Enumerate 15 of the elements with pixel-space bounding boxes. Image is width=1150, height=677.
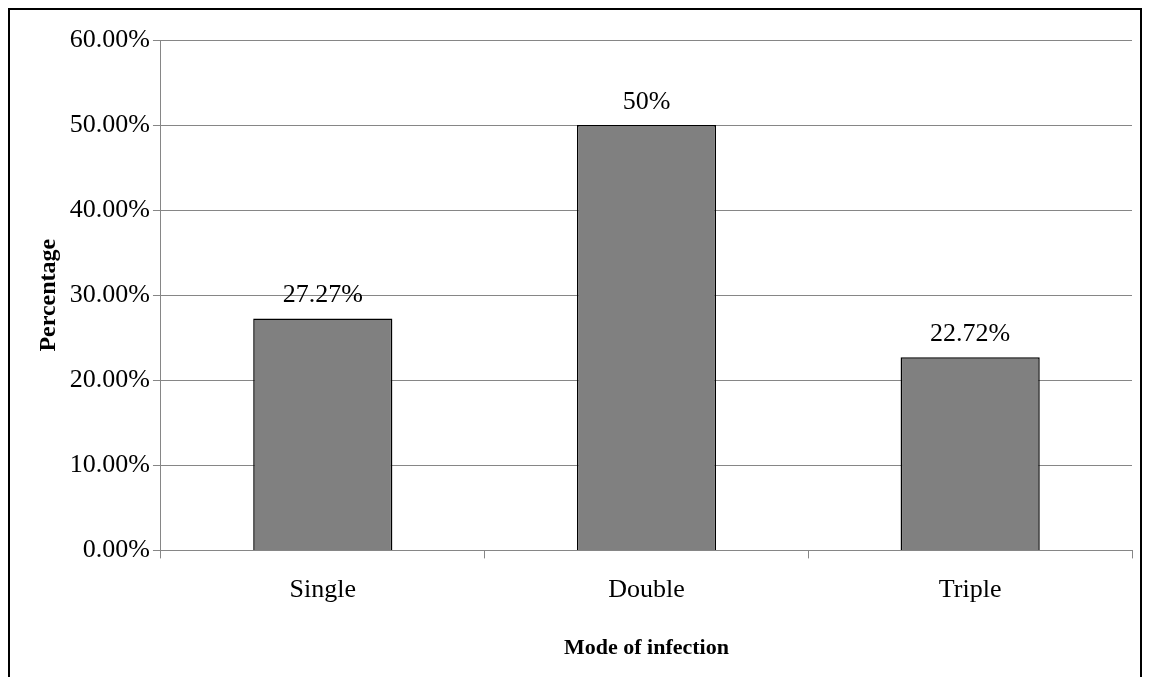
x-tick-label: Double bbox=[608, 573, 685, 603]
data-label: 22.72% bbox=[930, 317, 1011, 347]
y-tick-label: 30.00% bbox=[69, 279, 150, 309]
y-tick-label: 60.00% bbox=[69, 23, 150, 53]
y-tick-label: 20.00% bbox=[69, 364, 150, 394]
data-label: 50% bbox=[622, 85, 671, 115]
data-label: 27.27% bbox=[282, 279, 363, 309]
x-axis-title: Mode of infection bbox=[563, 634, 729, 660]
y-tick-label: 0.00% bbox=[82, 534, 150, 564]
y-axis-title: Percentage bbox=[33, 238, 60, 352]
x-tick-label: Triple bbox=[938, 573, 1002, 603]
y-tick-label: 50.00% bbox=[69, 108, 150, 138]
x-tick-label: Single bbox=[289, 573, 357, 603]
y-tick-label: 10.00% bbox=[69, 449, 150, 479]
y-tick-label: 40.00% bbox=[69, 193, 150, 223]
